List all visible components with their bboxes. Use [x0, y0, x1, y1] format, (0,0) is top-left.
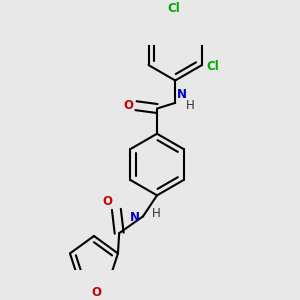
- Text: H: H: [152, 207, 160, 220]
- Text: O: O: [102, 195, 112, 208]
- Text: N: N: [177, 88, 187, 101]
- Text: O: O: [92, 286, 102, 299]
- Text: N: N: [130, 211, 140, 224]
- Text: Cl: Cl: [167, 2, 180, 15]
- Text: O: O: [123, 99, 133, 112]
- Text: Cl: Cl: [206, 60, 219, 73]
- Text: H: H: [186, 99, 194, 112]
